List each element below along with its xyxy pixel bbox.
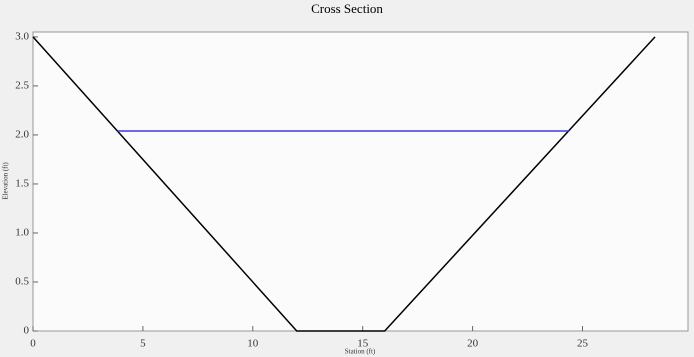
x-tick-label: 0 [30,338,36,350]
y-tick-label: 0.5 [15,276,29,288]
y-tick-label: 3.0 [15,30,29,42]
y-tick-label: 1.5 [15,177,29,189]
x-tick-label: 25 [577,338,589,350]
x-tick-label: 10 [247,338,259,350]
plot-area [32,31,689,332]
chart-title: Cross Section [311,1,383,16]
y-tick-label: 0 [24,325,30,337]
y-axis-label: Elevation (ft) [2,162,10,200]
x-axis-label: Station (ft) [345,348,376,356]
x-tick-label: 5 [140,338,146,350]
y-tick-label: 2.0 [15,128,29,140]
x-tick-label: 15 [357,338,369,350]
x-tick-label: 20 [467,338,479,350]
y-tick-label: 2.5 [15,79,29,91]
series-line [32,36,656,332]
y-tick-label: 1.0 [15,226,29,238]
